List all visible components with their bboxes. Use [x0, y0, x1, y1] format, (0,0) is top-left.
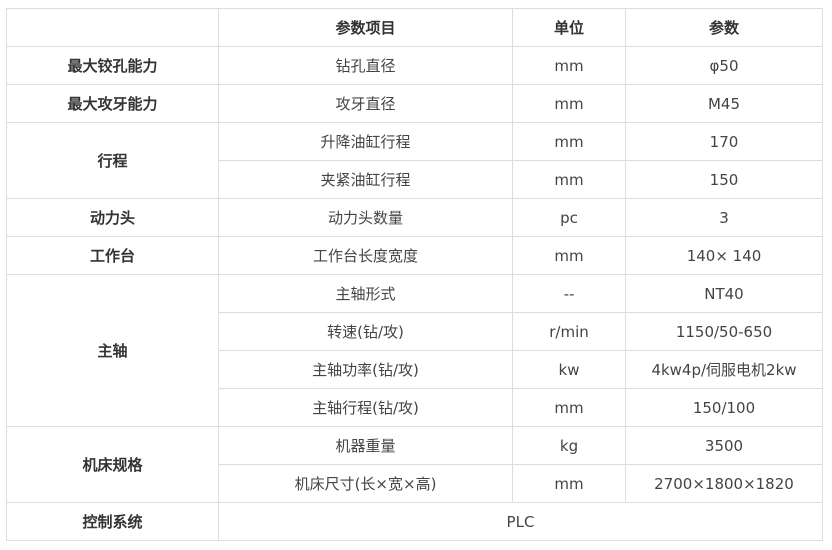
unit-cell: kg — [512, 426, 626, 465]
value-cell: 4kw4p/伺服电机2kw — [625, 350, 823, 389]
item-cell: 夹紧油缸行程 — [218, 160, 513, 199]
item-cell: 攻牙直径 — [218, 84, 513, 123]
table-row: 最大攻牙能力 攻牙直径 mm M45 — [6, 84, 823, 123]
unit-cell: pc — [512, 198, 626, 237]
value-cell: 150/100 — [625, 388, 823, 427]
unit-cell: mm — [512, 84, 626, 123]
table-row: 转速(钻/攻) r/min 1150/50-650 — [7, 312, 823, 351]
value-cell: 3 — [625, 198, 823, 237]
header-row: 参数项目 单位 参数 — [6, 8, 823, 47]
item-cell: 动力头数量 — [218, 198, 513, 237]
unit-cell: -- — [512, 274, 626, 313]
value-cell: φ50 — [625, 46, 823, 85]
group-label: 动力头 — [6, 198, 219, 237]
unit-cell: mm — [512, 464, 626, 503]
table-row: 动力头 动力头数量 pc 3 — [6, 198, 823, 237]
item-cell: 钻孔直径 — [218, 46, 513, 85]
table-row: 行程 升降油缸行程 mm 170 — [6, 122, 823, 199]
value-cell: 150 — [625, 160, 823, 199]
unit-cell: r/min — [512, 312, 626, 351]
value-cell: PLC — [218, 502, 823, 541]
spec-table: 参数项目 单位 参数 最大铰孔能力 钻孔直径 mm φ50 最大攻牙能力 攻牙直径 mm M4… — [6, 8, 823, 541]
table-row: 主轴行程(钻/攻) mm 150/100 — [7, 388, 823, 427]
item-cell: 主轴功率(钻/攻) — [218, 350, 513, 389]
item-cell: 转速(钻/攻) — [218, 312, 513, 351]
table-row: 机床规格 机器重量 kg 3500 — [6, 426, 823, 503]
value-cell: 1150/50-650 — [625, 312, 823, 351]
table-row: 最大铰孔能力 钻孔直径 mm φ50 — [6, 46, 823, 85]
header-value: 参数 — [625, 8, 823, 47]
value-cell: 3500 — [625, 426, 823, 465]
group-label: 机床规格 — [6, 426, 219, 503]
item-cell: 升降油缸行程 — [218, 122, 513, 161]
table-row: 主轴 主轴形式 -- NT40 — [6, 274, 823, 427]
table-row: 夹紧油缸行程 mm 150 — [7, 160, 823, 199]
item-cell: 机床尺寸(长×宽×高) — [218, 464, 513, 503]
group-label: 主轴 — [6, 274, 219, 427]
value-cell: NT40 — [625, 274, 823, 313]
group-label: 工作台 — [6, 236, 219, 275]
unit-cell: mm — [512, 236, 626, 275]
table-row: 机床尺寸(长×宽×高) mm 2700×1800×1820 — [7, 464, 823, 503]
header-unit: 单位 — [512, 8, 626, 47]
value-cell: 170 — [625, 122, 823, 161]
unit-cell: mm — [512, 122, 626, 161]
value-cell: 140× 140 — [625, 236, 823, 275]
unit-cell: kw — [512, 350, 626, 389]
item-cell: 机器重量 — [218, 426, 513, 465]
header-blank — [6, 8, 219, 47]
table-row: 工作台 工作台长度宽度 mm 140× 140 — [6, 236, 823, 275]
table-row: 控制系统 PLC — [6, 502, 823, 541]
value-cell: M45 — [625, 84, 823, 123]
unit-cell: mm — [512, 46, 626, 85]
group-label: 控制系统 — [6, 502, 219, 541]
group-label: 最大铰孔能力 — [6, 46, 219, 85]
group-label: 行程 — [6, 122, 219, 199]
item-cell: 主轴行程(钻/攻) — [218, 388, 513, 427]
unit-cell: mm — [512, 160, 626, 199]
group-label: 最大攻牙能力 — [6, 84, 219, 123]
unit-cell: mm — [512, 388, 626, 427]
item-cell: 工作台长度宽度 — [218, 236, 513, 275]
header-item: 参数项目 — [218, 8, 513, 47]
item-cell: 主轴形式 — [218, 274, 513, 313]
table-row: 主轴功率(钻/攻) kw 4kw4p/伺服电机2kw — [7, 350, 823, 389]
value-cell: 2700×1800×1820 — [625, 464, 823, 503]
